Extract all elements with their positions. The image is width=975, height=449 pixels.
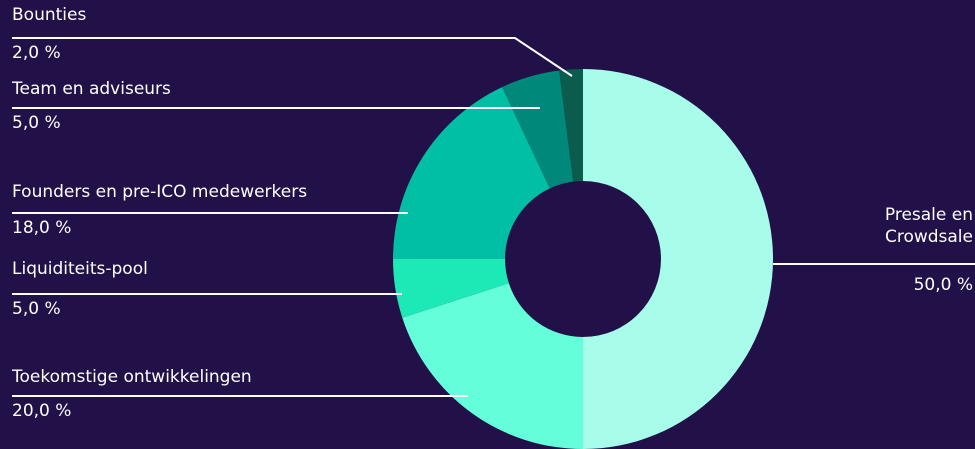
slice-value: 5,0 % — [12, 113, 61, 133]
slice-value: 2,0 % — [12, 43, 61, 63]
slice-label: Liquiditeits-pool — [12, 259, 148, 279]
slice-label: Founders en pre-ICO medewerkers — [12, 182, 308, 202]
slice-value: 20,0 % — [12, 401, 72, 421]
pie-slice — [402, 283, 583, 449]
slice-value: 50,0 % — [913, 275, 973, 295]
slice-label: Team en adviseurs — [12, 79, 171, 99]
slice-label: Bounties — [12, 5, 87, 25]
pie-slice — [393, 87, 550, 260]
pie-slice — [393, 259, 509, 318]
leader-line — [12, 37, 573, 77]
pie-slice — [559, 69, 583, 182]
slice-label: Presale en Crowdsale — [884, 205, 973, 247]
slice-label: Toekomstige ontwikkelingen — [12, 367, 252, 387]
pie-slice — [583, 69, 773, 449]
pie-slice — [502, 70, 574, 189]
slice-value: 18,0 % — [12, 218, 72, 238]
slice-value: 5,0 % — [12, 299, 61, 319]
